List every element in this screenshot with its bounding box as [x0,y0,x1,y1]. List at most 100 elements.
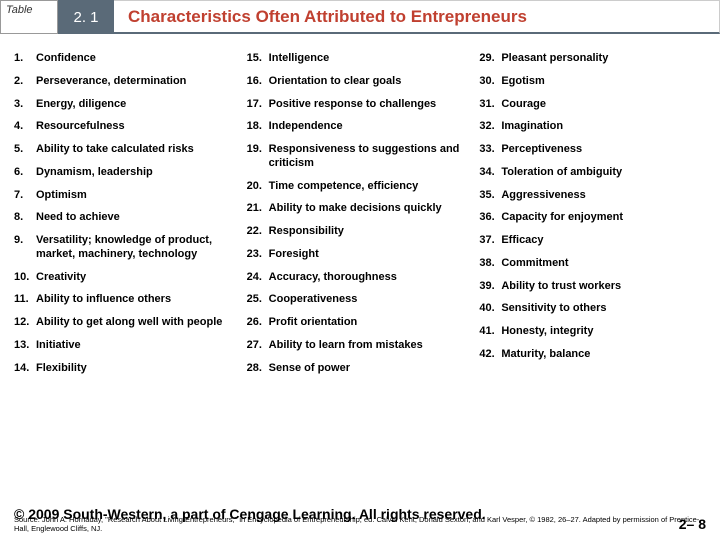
item-number: 25. [247,293,269,307]
item-number: 34. [479,166,501,180]
list-item: 35.Aggressiveness [479,189,708,203]
item-text: Independence [269,120,476,134]
item-text: Imagination [501,120,708,134]
item-text: Intelligence [269,52,476,66]
list-item: 3.Energy, diligence [14,98,243,112]
item-number: 8. [14,211,36,225]
item-text: Ability to get along well with people [36,316,243,330]
item-number: 32. [479,120,501,134]
item-text: Ability to take calculated risks [36,143,243,157]
list-item: 31.Courage [479,98,708,112]
list-column: 1.Confidence 2.Perseverance, determinatio… [14,52,243,384]
list-item: 2.Perseverance, determination [14,75,243,89]
item-number: 36. [479,211,501,225]
item-text: Ability to trust workers [501,280,708,294]
item-number: 42. [479,348,501,362]
item-number: 9. [14,234,36,262]
item-text: Energy, diligence [36,98,243,112]
item-text: Sensitivity to others [501,302,708,316]
list-item: 29.Pleasant personality [479,52,708,66]
item-text: Responsibility [269,225,476,239]
item-text: Efficacy [501,234,708,248]
item-text: Time competence, efficiency [269,180,476,194]
item-text: Orientation to clear goals [269,75,476,89]
item-number: 22. [247,225,269,239]
list-item: 25.Cooperativeness [247,293,476,307]
item-text: Courage [501,98,708,112]
item-text: Maturity, balance [501,348,708,362]
characteristics-list: 1.Confidence 2.Perseverance, determinatio… [0,34,720,392]
item-number: 41. [479,325,501,339]
list-item: 27.Ability to learn from mistakes [247,339,476,353]
list-item: 23.Foresight [247,248,476,262]
item-number: 39. [479,280,501,294]
item-number: 11. [14,293,36,307]
list-item: 15.Intelligence [247,52,476,66]
list-item: 9.Versatility; knowledge of product, mar… [14,234,243,262]
item-text: Sense of power [269,362,476,376]
item-text: Optimism [36,189,243,203]
list-item: 30.Egotism [479,75,708,89]
item-text: Accuracy, thoroughness [269,271,476,285]
table-header: Table 2. 1 Characteristics Often Attribu… [0,0,720,34]
item-text: Capacity for enjoyment [501,211,708,225]
item-text: Ability to influence others [36,293,243,307]
item-number: 35. [479,189,501,203]
list-item: 40.Sensitivity to others [479,302,708,316]
item-number: 27. [247,339,269,353]
item-number: 7. [14,189,36,203]
item-number: 21. [247,202,269,216]
item-number: 13. [14,339,36,353]
item-text: Toleration of ambiguity [501,166,708,180]
list-item: 32.Imagination [479,120,708,134]
item-number: 29. [479,52,501,66]
item-number: 40. [479,302,501,316]
item-number: 12. [14,316,36,330]
list-item: 13.Initiative [14,339,243,353]
item-number: 24. [247,271,269,285]
item-number: 37. [479,234,501,248]
source-text: Source: John A. Hornaday, "Research Abou… [14,515,706,535]
item-text: Confidence [36,52,243,66]
item-number: 14. [14,362,36,376]
list-item: 5.Ability to take calculated risks [14,143,243,157]
list-item: 26.Profit orientation [247,316,476,330]
item-number: 2. [14,75,36,89]
item-number: 5. [14,143,36,157]
list-item: 24.Accuracy, thoroughness [247,271,476,285]
item-number: 16. [247,75,269,89]
item-text: Pleasant personality [501,52,708,66]
list-item: 28.Sense of power [247,362,476,376]
list-item: 16.Orientation to clear goals [247,75,476,89]
list-column: 29.Pleasant personality 30.Egotism 31.Cour… [479,52,708,384]
item-text: Initiative [36,339,243,353]
list-item: 38.Commitment [479,257,708,271]
list-item: 17.Positive response to challenges [247,98,476,112]
item-text: Versatility; knowledge of product, marke… [36,234,243,262]
list-item: 4.Resourcefulness [14,120,243,134]
list-item: 11.Ability to influence others [14,293,243,307]
item-number: 28. [247,362,269,376]
table-number: 2. 1 [58,0,114,34]
table-title: Characteristics Often Attributed to Entr… [114,0,720,34]
item-text: Aggressiveness [501,189,708,203]
list-item: 37.Efficacy [479,234,708,248]
item-text: Egotism [501,75,708,89]
item-number: 26. [247,316,269,330]
item-text: Commitment [501,257,708,271]
item-number: 15. [247,52,269,66]
item-number: 10. [14,271,36,285]
item-text: Creativity [36,271,243,285]
item-text: Flexibility [36,362,243,376]
list-item: 1.Confidence [14,52,243,66]
item-text: Responsiveness to suggestions and critic… [269,143,476,171]
list-item: 42.Maturity, balance [479,348,708,362]
list-item: 7.Optimism [14,189,243,203]
item-text: Honesty, integrity [501,325,708,339]
item-text: Perseverance, determination [36,75,243,89]
list-item: 10.Creativity [14,271,243,285]
item-text: Profit orientation [269,316,476,330]
list-item: 21.Ability to make decisions quickly [247,202,476,216]
item-number: 17. [247,98,269,112]
list-item: 36.Capacity for enjoyment [479,211,708,225]
